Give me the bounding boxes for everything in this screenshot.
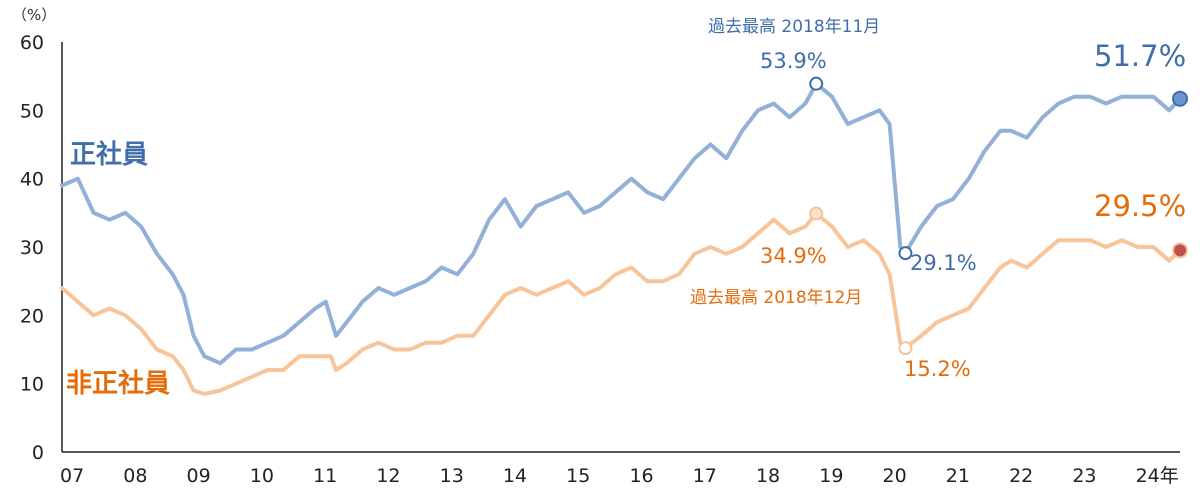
x-tick-label: 21 (946, 465, 970, 487)
x-tick-label: 22 (1009, 465, 1033, 487)
x-tick-label: 19 (819, 465, 843, 487)
series-label-nonregular: 非正社員 (66, 368, 170, 399)
nonregular-peak-marker (809, 206, 824, 221)
y-tick-label: 20 (20, 305, 44, 327)
regular-peak-caption: 過去最高 2018年11月 (708, 17, 880, 37)
nonregular-latest-value: 29.5% (1094, 189, 1186, 223)
x-tick-label: 11 (313, 465, 337, 487)
x-tick-label: 15 (566, 465, 590, 487)
x-tick-label: 16 (629, 465, 653, 487)
y-tick-label: 50 (20, 100, 44, 122)
nonregular-latest-marker (1172, 242, 1188, 259)
series-label-regular: 正社員 (70, 139, 148, 170)
regular-trough-value: 29.1% (910, 251, 977, 275)
x-tick-label: 14 (503, 465, 527, 487)
y-tick-labels: 0 10 20 30 40 50 60 (20, 32, 44, 464)
regular-peak-marker (809, 76, 824, 91)
x-tick-label: 10 (250, 465, 274, 487)
x-tick-label: 09 (187, 465, 211, 487)
x-tick-label: 17 (693, 465, 717, 487)
x-tick-label: 12 (376, 465, 400, 487)
y-tick-label: 30 (20, 237, 44, 259)
x-tick-labels: 07 08 09 10 11 12 13 14 15 16 17 18 19 20 21 22 23 24年 (60, 465, 1179, 487)
x-tick-label: 24年 (1136, 465, 1179, 487)
regular-peak-value: 53.9% (760, 49, 827, 73)
regular-latest-value: 51.7% (1094, 39, 1186, 73)
regular-latest-marker (1172, 90, 1188, 107)
y-tick-label: 40 (20, 169, 44, 191)
nonregular-trough-marker (898, 341, 913, 356)
annotation-markers (809, 76, 1188, 356)
x-tick-label: 13 (440, 465, 464, 487)
series-line-nonregular (60, 211, 1182, 396)
y-tick-label: 10 (20, 374, 44, 396)
x-tick-label: 20 (883, 465, 907, 487)
series-line-regular (60, 81, 1182, 366)
axes (61, 42, 1180, 453)
nonregular-peak-value: 34.9% (760, 244, 827, 268)
x-tick-label: 08 (123, 465, 147, 487)
x-tick-label: 23 (1072, 465, 1096, 487)
y-tick-label: 0 (32, 442, 44, 464)
unit-label: （%） (12, 6, 56, 24)
nonregular-peak-caption: 過去最高 2018年12月 (690, 288, 862, 308)
series-lines (60, 81, 1182, 396)
x-tick-label: 18 (756, 465, 780, 487)
x-tick-label: 07 (60, 465, 84, 487)
y-tick-label: 60 (20, 32, 44, 54)
regular-trough-marker (898, 246, 913, 261)
nonregular-trough-value: 15.2% (904, 357, 971, 381)
